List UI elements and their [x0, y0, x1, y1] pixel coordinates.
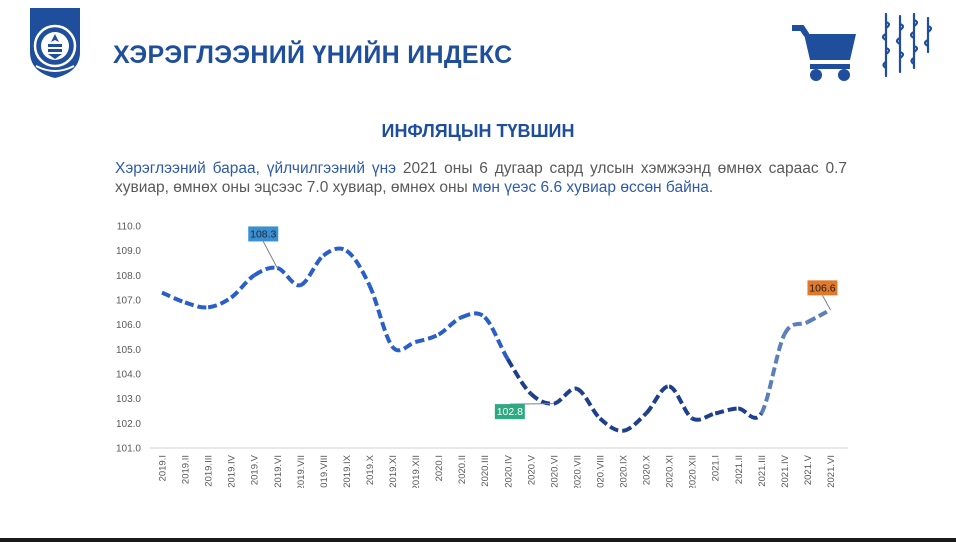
x-tick-label: 2021.V [803, 454, 814, 485]
x-tick-label: 2019.VI [273, 455, 284, 488]
series-line-segment [622, 412, 648, 433]
x-tick-label: 2020.VIII [595, 455, 606, 488]
annotation-box [248, 226, 279, 242]
footer-rule [0, 538, 956, 542]
series-line-segment [207, 295, 233, 310]
mongolian-script-icon [881, 12, 933, 78]
x-tick-label: 2020.VII [572, 455, 583, 488]
series-line-segment [806, 308, 832, 324]
series-line-segment [184, 300, 209, 310]
annotation-leader-line [822, 295, 831, 311]
x-tick-label: 2019.III [204, 455, 215, 487]
series-line-segment [253, 265, 278, 278]
series-line-segment [345, 248, 372, 287]
series-line-segment [437, 315, 463, 337]
description-highlight-2: мөн үеэс 6.6 хувиар өссөн байна. [472, 179, 714, 196]
x-tick-label: 2021.IV [780, 454, 791, 487]
inflation-line-chart: 101.0 102.0 103.0 104.0 105.0 106.0 107.0 108.0… [116, 222, 848, 488]
series-line-segment [506, 358, 533, 396]
series-line-segment [737, 406, 763, 420]
series-line-segment [644, 384, 670, 415]
series-line-segment [322, 246, 348, 258]
y-tick-label: 101.0 [116, 444, 141, 455]
y-tick-label: 102.0 [116, 419, 141, 430]
series-line-segment [483, 315, 510, 361]
x-tick-label: 2020.XII [688, 455, 699, 488]
x-tick-label: 2019.XI [388, 455, 399, 488]
x-tick-label: 2020.V [526, 454, 537, 485]
series-line-segment [714, 406, 739, 416]
x-tick-label: 2021.I [711, 455, 722, 481]
x-tick-label: 2020.XI [665, 455, 676, 488]
description-text: 2021 оны 6 дугаар сард улсын хэмжээнд өм… [115, 160, 847, 196]
shopping-cart-icon [792, 25, 856, 81]
data-label: 102.8 [497, 406, 523, 418]
y-tick-label: 109.0 [116, 246, 141, 257]
series-line-segment [691, 411, 716, 422]
series-line-segment [276, 265, 301, 288]
state-emblem-icon [30, 8, 80, 78]
x-tick-label: 2019.V [250, 454, 261, 485]
x-tick-label: 2019.IX [342, 454, 353, 487]
description-highlight-1: Хэрэглээний бараа, үйлчилгээний үнэ [115, 160, 397, 177]
series-line-segment [367, 284, 395, 349]
series-line-segment [782, 320, 809, 336]
annotation-leader-line [262, 241, 278, 269]
x-tick-label: 2020.III [480, 455, 491, 487]
y-tick-label: 106.0 [116, 320, 141, 331]
series-line-segment [460, 311, 487, 320]
x-tick-label: 2019.XII [411, 455, 422, 488]
series-line-segment [575, 386, 602, 420]
x-tick-label: 2020.VI [549, 455, 560, 488]
x-tick-label: 2019.X [365, 454, 376, 485]
x-tick-label: 2019.VIII [319, 455, 330, 488]
x-tick-label: 2020.IV [503, 454, 514, 487]
series-line-segment [229, 273, 256, 300]
y-tick-label: 108.0 [116, 271, 141, 282]
series-line-segment [299, 254, 325, 288]
x-tick-label: 2020.X [642, 454, 653, 485]
page-title: ХЭРЭГЛЭЭНИЙ ҮНИЙН ИНДЕКС [113, 41, 513, 69]
series-line-segment [598, 416, 624, 433]
chart-description: Хэрэглээний бараа, үйлчилгээний үнэ 2021… [115, 159, 847, 197]
series-line-segment [161, 290, 186, 305]
x-tick-label: 2021.VI [826, 455, 837, 488]
y-tick-label: 105.0 [116, 345, 141, 356]
series-line-segment [759, 333, 787, 415]
y-tick-label: 103.0 [116, 394, 141, 405]
series-line-segment [415, 332, 440, 344]
data-label: 106.6 [809, 282, 835, 294]
series-line-segment [553, 386, 578, 406]
y-tick-label: 107.0 [116, 296, 141, 307]
x-tick-label: 2020.I [434, 455, 445, 481]
y-tick-label: 110.0 [117, 222, 142, 233]
x-tick-label: 2019.IV [227, 454, 238, 487]
chart-title: ИНФЛЯЦЫН ТҮВШИН [381, 121, 575, 141]
x-tick-label: 2021.II [734, 455, 745, 484]
x-tick-label: 2019.I [158, 455, 169, 481]
series-line-segment [529, 392, 555, 406]
series-line-segment [668, 384, 694, 421]
x-tick-label: 2019.II [181, 455, 192, 484]
series-line-segment [390, 340, 417, 353]
x-tick-label: 2019.VII [296, 455, 307, 488]
x-tick-label: 2021.III [757, 455, 768, 487]
annotation-leader-line [509, 403, 554, 405]
data-label: 108.3 [250, 228, 276, 240]
x-tick-label: 2020.IX [619, 454, 630, 487]
y-tick-label: 104.0 [116, 370, 141, 381]
x-tick-label: 2020.II [457, 455, 468, 484]
annotation-box [494, 404, 525, 420]
annotation-box [807, 280, 838, 296]
